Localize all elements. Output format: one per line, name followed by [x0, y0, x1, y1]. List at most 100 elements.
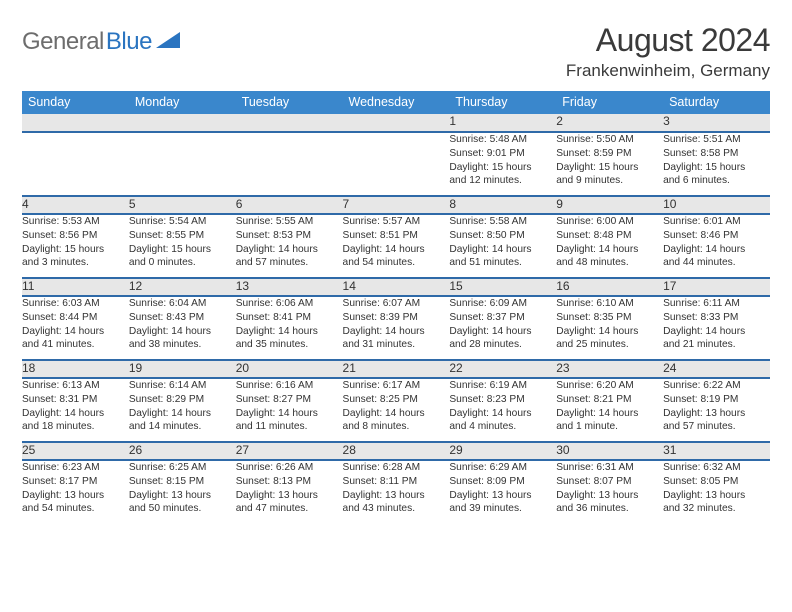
month-title: August 2024 [566, 22, 770, 59]
daylight-text: and 14 minutes. [129, 420, 236, 434]
day-cell: Sunrise: 6:32 AMSunset: 8:05 PMDaylight:… [663, 460, 770, 524]
logo-word2: Blue [106, 28, 152, 56]
daylight-text: Daylight: 14 hours [449, 243, 556, 257]
day-number: 8 [449, 196, 556, 214]
sunrise-text: Sunrise: 6:04 AM [129, 297, 236, 311]
day-number-row: 11121314151617 [22, 278, 770, 296]
day-cell: Sunrise: 5:55 AMSunset: 8:53 PMDaylight:… [236, 214, 343, 278]
sunrise-text: Sunrise: 6:00 AM [556, 215, 663, 229]
sunset-text: Sunset: 8:33 PM [663, 311, 770, 325]
day-number: 26 [129, 442, 236, 460]
day-number: 5 [129, 196, 236, 214]
sunrise-text: Sunrise: 5:53 AM [22, 215, 129, 229]
sunset-text: Sunset: 8:11 PM [343, 475, 450, 489]
daylight-text: Daylight: 14 hours [129, 407, 236, 421]
daylight-text: and 57 minutes. [236, 256, 343, 270]
sunset-text: Sunset: 8:29 PM [129, 393, 236, 407]
sunrise-text: Sunrise: 6:11 AM [663, 297, 770, 311]
sunrise-text: Sunrise: 6:13 AM [22, 379, 129, 393]
sunrise-text: Sunrise: 5:55 AM [236, 215, 343, 229]
day-number [343, 114, 450, 132]
sunset-text: Sunset: 8:19 PM [663, 393, 770, 407]
day-number: 21 [343, 360, 450, 378]
sunset-text: Sunset: 8:50 PM [449, 229, 556, 243]
day-number: 2 [556, 114, 663, 132]
sunset-text: Sunset: 8:39 PM [343, 311, 450, 325]
sunset-text: Sunset: 8:23 PM [449, 393, 556, 407]
day-cell [22, 132, 129, 196]
daylight-text: Daylight: 13 hours [236, 489, 343, 503]
day-number: 20 [236, 360, 343, 378]
day-number-row: 25262728293031 [22, 442, 770, 460]
daylight-text: Daylight: 15 hours [663, 161, 770, 175]
day-number [22, 114, 129, 132]
daylight-text: Daylight: 13 hours [343, 489, 450, 503]
daylight-text: and 6 minutes. [663, 174, 770, 188]
day-info-row: Sunrise: 6:03 AMSunset: 8:44 PMDaylight:… [22, 296, 770, 360]
sunset-text: Sunset: 8:25 PM [343, 393, 450, 407]
daylight-text: Daylight: 14 hours [236, 407, 343, 421]
daylight-text: Daylight: 14 hours [22, 407, 129, 421]
daylight-text: Daylight: 13 hours [449, 489, 556, 503]
day-cell: Sunrise: 6:28 AMSunset: 8:11 PMDaylight:… [343, 460, 450, 524]
day-number: 10 [663, 196, 770, 214]
day-cell: Sunrise: 6:04 AMSunset: 8:43 PMDaylight:… [129, 296, 236, 360]
daylight-text: and 54 minutes. [22, 502, 129, 516]
location: Frankenwinheim, Germany [566, 61, 770, 81]
daylight-text: Daylight: 14 hours [556, 407, 663, 421]
sunset-text: Sunset: 8:48 PM [556, 229, 663, 243]
day-number: 30 [556, 442, 663, 460]
day-number: 6 [236, 196, 343, 214]
daylight-text: and 18 minutes. [22, 420, 129, 434]
sunset-text: Sunset: 8:51 PM [343, 229, 450, 243]
daylight-text: and 41 minutes. [22, 338, 129, 352]
sunrise-text: Sunrise: 6:25 AM [129, 461, 236, 475]
daylight-text: Daylight: 15 hours [449, 161, 556, 175]
day-cell: Sunrise: 6:09 AMSunset: 8:37 PMDaylight:… [449, 296, 556, 360]
sunset-text: Sunset: 8:31 PM [22, 393, 129, 407]
day-number: 23 [556, 360, 663, 378]
day-cell: Sunrise: 6:29 AMSunset: 8:09 PMDaylight:… [449, 460, 556, 524]
day-cell: Sunrise: 6:16 AMSunset: 8:27 PMDaylight:… [236, 378, 343, 442]
sunrise-text: Sunrise: 5:54 AM [129, 215, 236, 229]
daylight-text: and 44 minutes. [663, 256, 770, 270]
sunset-text: Sunset: 8:05 PM [663, 475, 770, 489]
day-number: 25 [22, 442, 129, 460]
day-number: 9 [556, 196, 663, 214]
sunrise-text: Sunrise: 6:19 AM [449, 379, 556, 393]
day-header: Wednesday [343, 91, 450, 114]
sunrise-text: Sunrise: 6:10 AM [556, 297, 663, 311]
daylight-text: Daylight: 14 hours [556, 243, 663, 257]
day-number: 7 [343, 196, 450, 214]
day-header: Tuesday [236, 91, 343, 114]
day-info-row: Sunrise: 6:13 AMSunset: 8:31 PMDaylight:… [22, 378, 770, 442]
daylight-text: and 8 minutes. [343, 420, 450, 434]
logo-word1: General [22, 28, 104, 56]
day-cell: Sunrise: 5:51 AMSunset: 8:58 PMDaylight:… [663, 132, 770, 196]
day-number: 24 [663, 360, 770, 378]
day-cell: Sunrise: 6:19 AMSunset: 8:23 PMDaylight:… [449, 378, 556, 442]
daylight-text: and 1 minute. [556, 420, 663, 434]
daylight-text: and 0 minutes. [129, 256, 236, 270]
daylight-text: Daylight: 14 hours [663, 325, 770, 339]
day-info-row: Sunrise: 6:23 AMSunset: 8:17 PMDaylight:… [22, 460, 770, 524]
day-number: 16 [556, 278, 663, 296]
sunrise-text: Sunrise: 6:31 AM [556, 461, 663, 475]
day-number: 31 [663, 442, 770, 460]
daylight-text: Daylight: 14 hours [343, 407, 450, 421]
sunrise-text: Sunrise: 6:16 AM [236, 379, 343, 393]
sunset-text: Sunset: 8:43 PM [129, 311, 236, 325]
sunrise-text: Sunrise: 6:22 AM [663, 379, 770, 393]
sunset-text: Sunset: 8:13 PM [236, 475, 343, 489]
sunrise-text: Sunrise: 5:48 AM [449, 133, 556, 147]
daylight-text: Daylight: 14 hours [556, 325, 663, 339]
day-cell: Sunrise: 6:20 AMSunset: 8:21 PMDaylight:… [556, 378, 663, 442]
daylight-text: and 38 minutes. [129, 338, 236, 352]
logo-triangle-icon [156, 30, 180, 55]
daylight-text: Daylight: 14 hours [236, 243, 343, 257]
daylight-text: Daylight: 13 hours [663, 489, 770, 503]
day-header: Friday [556, 91, 663, 114]
daylight-text: and 9 minutes. [556, 174, 663, 188]
day-cell: Sunrise: 6:11 AMSunset: 8:33 PMDaylight:… [663, 296, 770, 360]
day-cell: Sunrise: 6:17 AMSunset: 8:25 PMDaylight:… [343, 378, 450, 442]
